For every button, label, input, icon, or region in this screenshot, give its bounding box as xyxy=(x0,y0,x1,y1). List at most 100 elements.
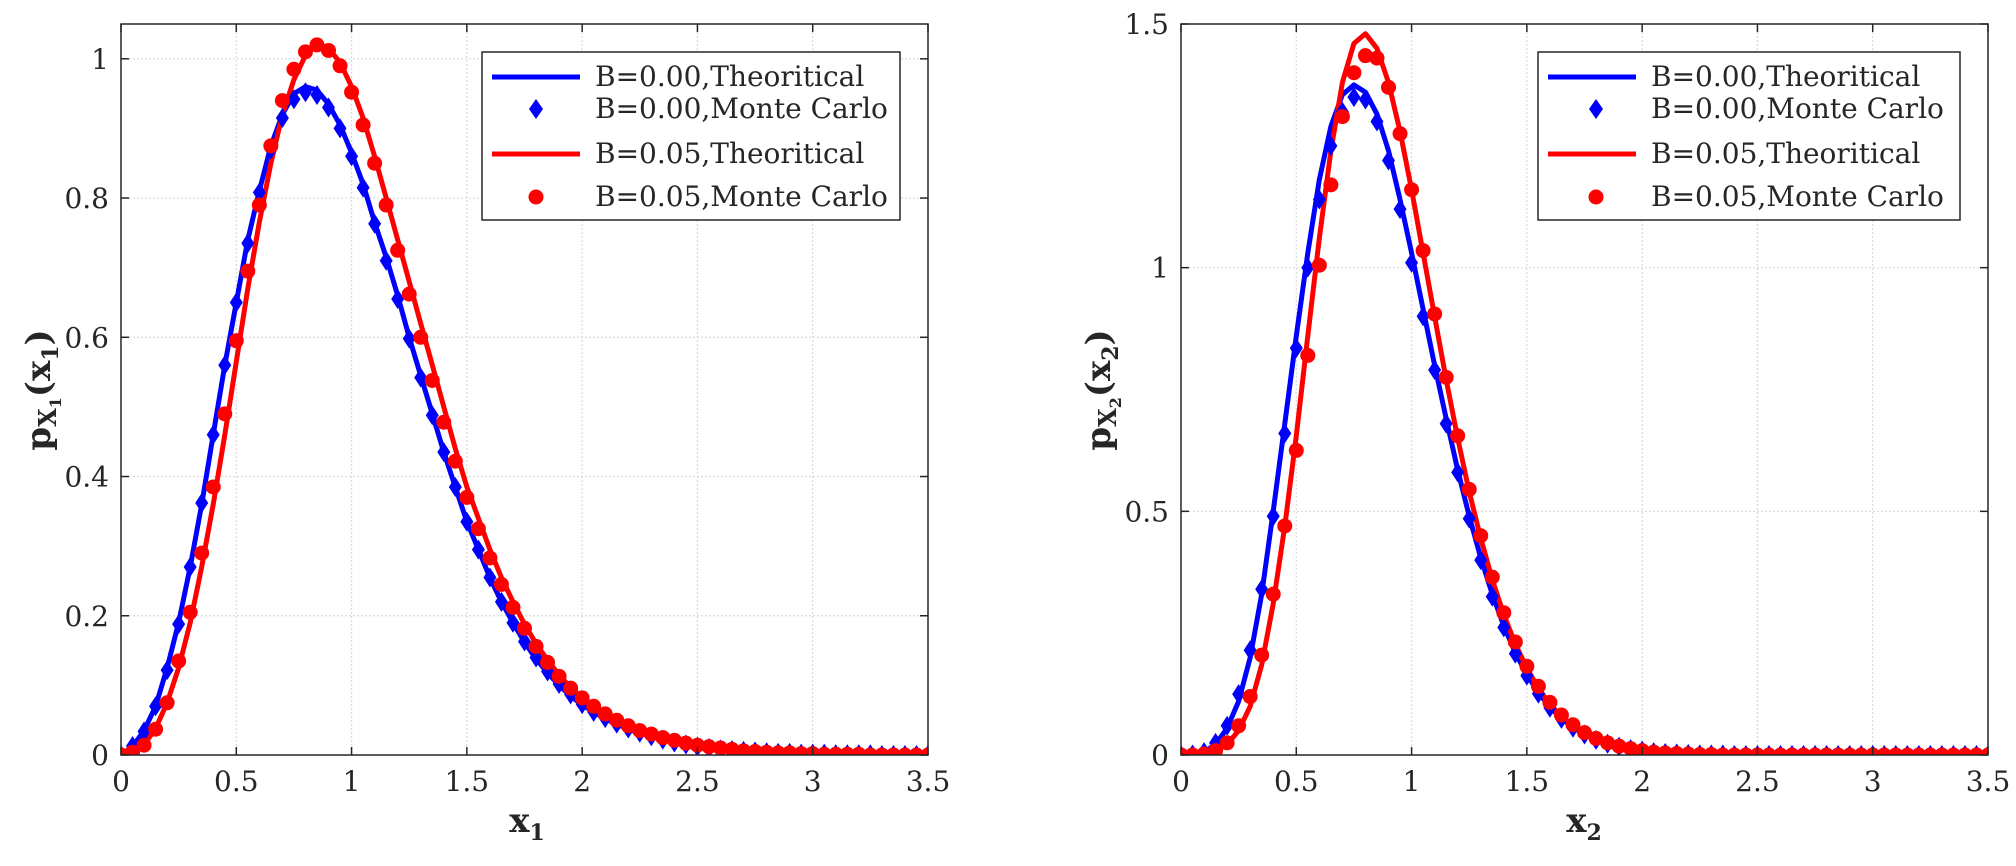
data-point-circle-left xyxy=(309,37,325,53)
data-point-diamond-left xyxy=(437,442,451,463)
data-point-diamond-right xyxy=(1416,306,1430,327)
y-axis-label-right-X: X xyxy=(1093,408,1122,427)
data-point-circle-right xyxy=(1519,658,1535,674)
data-point-circle-left xyxy=(655,730,671,746)
data-point-circle-left xyxy=(182,604,198,620)
data-point-diamond-left xyxy=(195,492,209,513)
data-point-circle-right xyxy=(1796,747,1812,755)
data-point-circle-right xyxy=(1438,369,1454,385)
y-axis-label-right-arg: (x xyxy=(1079,360,1119,397)
data-point-circle-left xyxy=(885,747,901,755)
data-point-circle-right xyxy=(1807,747,1823,755)
data-point-circle-left xyxy=(747,744,763,755)
data-point-circle-left xyxy=(413,329,429,345)
data-point-circle-left xyxy=(171,653,187,669)
data-point-circle-right xyxy=(1392,126,1408,142)
data-point-diamond-left xyxy=(471,539,485,560)
data-point-circle-left xyxy=(263,138,279,154)
data-point-diamond-left xyxy=(333,118,347,139)
data-point-circle-right xyxy=(1899,747,1915,755)
data-point-circle-right xyxy=(1565,717,1581,733)
x-tick-label-right: 1.5 xyxy=(1505,765,1550,798)
data-point-circle-left xyxy=(678,735,694,751)
y-axis-label-right-p: p xyxy=(1079,427,1119,451)
legend-label-left-1: B=0.00,Theoritical xyxy=(595,60,864,93)
data-point-circle-right xyxy=(1369,50,1385,66)
data-point-circle-left xyxy=(228,333,244,349)
data-point-diamond-right xyxy=(1439,413,1453,434)
data-point-diamond-right xyxy=(1405,252,1419,273)
x-tick-label-right: 3 xyxy=(1864,765,1882,798)
ticks-right: 0 0.5 1 1.5 2 2.5 3 3.5 0 0.5 1 1.5 xyxy=(1124,8,2010,798)
data-point-diamond-left xyxy=(425,405,439,426)
data-point-circle-right xyxy=(1231,718,1247,734)
data-point-circle-right xyxy=(1934,747,1950,755)
x-tick-label-right: 2.5 xyxy=(1735,765,1780,798)
x-tick-label-left: 0.5 xyxy=(214,765,259,798)
y-axis-label-right-argsub: 2 xyxy=(1098,345,1124,360)
data-point-diamond-left xyxy=(287,89,301,110)
y-tick-label-left: 0.6 xyxy=(64,321,109,354)
data-point-circle-left xyxy=(332,58,348,74)
data-point-diamond-left xyxy=(229,292,243,313)
data-point-circle-right xyxy=(1381,79,1397,95)
y-axis-label-left-p: p xyxy=(19,427,59,451)
data-point-circle-left xyxy=(274,93,290,109)
data-point-diamond-right xyxy=(1324,135,1338,156)
y-axis-label-left-X: X xyxy=(33,408,62,427)
data-point-circle-right xyxy=(1646,744,1662,755)
data-point-circle-left xyxy=(240,263,256,279)
data-point-diamond-right xyxy=(1497,617,1511,638)
data-point-circle-right xyxy=(1853,747,1869,755)
data-point-circle-left xyxy=(321,42,337,58)
legend-label-right-1: B=0.00,Theoritical xyxy=(1651,60,1920,93)
data-point-diamond-right xyxy=(1347,87,1361,108)
data-point-circle-right xyxy=(1957,747,1973,755)
y-tick-label-left: 1 xyxy=(91,43,109,76)
data-point-circle-right xyxy=(1703,747,1719,755)
data-point-diamond-right xyxy=(1358,89,1372,110)
data-point-circle-right xyxy=(1922,747,1938,755)
x-axis-label-right: x2 xyxy=(1566,801,1602,846)
data-point-circle-left xyxy=(793,746,809,755)
data-point-circle-right xyxy=(1772,747,1788,755)
plot-frame-left xyxy=(120,23,929,756)
data-point-diamond-right xyxy=(1370,111,1384,132)
legend-label-right-2: B=0.00,Monte Carlo xyxy=(1651,92,1944,125)
data-point-circle-right xyxy=(1830,747,1846,755)
data-point-circle-right xyxy=(1208,743,1224,755)
data-point-diamond-left xyxy=(160,660,174,681)
data-point-circle-left xyxy=(862,747,878,755)
data-point-circle-left xyxy=(159,695,175,711)
data-point-circle-right xyxy=(1507,634,1523,650)
data-point-diamond-left xyxy=(379,250,393,271)
data-point-circle-left xyxy=(286,61,302,77)
data-point-circle-right xyxy=(1669,746,1685,755)
x-axis-label-left-main: x xyxy=(509,801,530,841)
data-point-diamond-right xyxy=(1312,189,1326,210)
data-point-diamond-left xyxy=(241,233,255,254)
data-point-circle-right xyxy=(1692,747,1708,755)
legend-swatch-circle-left-4 xyxy=(528,189,544,205)
data-point-diamond-left xyxy=(368,213,382,234)
data-point-circle-right xyxy=(1288,442,1304,458)
data-point-circle-right xyxy=(1553,707,1569,723)
data-point-circle-left xyxy=(493,576,509,592)
y-axis-label-right-Xsub: 2 xyxy=(1106,397,1125,408)
data-point-circle-right xyxy=(1577,725,1592,741)
data-point-diamond-right xyxy=(1485,586,1499,607)
data-point-circle-left xyxy=(643,726,659,742)
data-point-diamond-right xyxy=(1451,462,1465,483)
data-point-diamond-right xyxy=(1243,640,1257,661)
data-point-circle-right xyxy=(1496,605,1512,621)
data-point-circle-right xyxy=(1819,747,1835,755)
y-axis-label-left-arg: (x xyxy=(19,360,59,397)
data-point-diamond-left xyxy=(402,328,416,349)
data-point-circle-left xyxy=(378,197,394,213)
legend-swatch-diamond-left-2 xyxy=(529,99,543,119)
data-point-circle-left xyxy=(390,242,406,258)
data-point-diamond-right xyxy=(1474,550,1488,571)
y-axis-label-left-close: ) xyxy=(19,329,59,345)
data-point-circle-left xyxy=(367,155,383,171)
data-point-circle-left xyxy=(839,746,855,755)
